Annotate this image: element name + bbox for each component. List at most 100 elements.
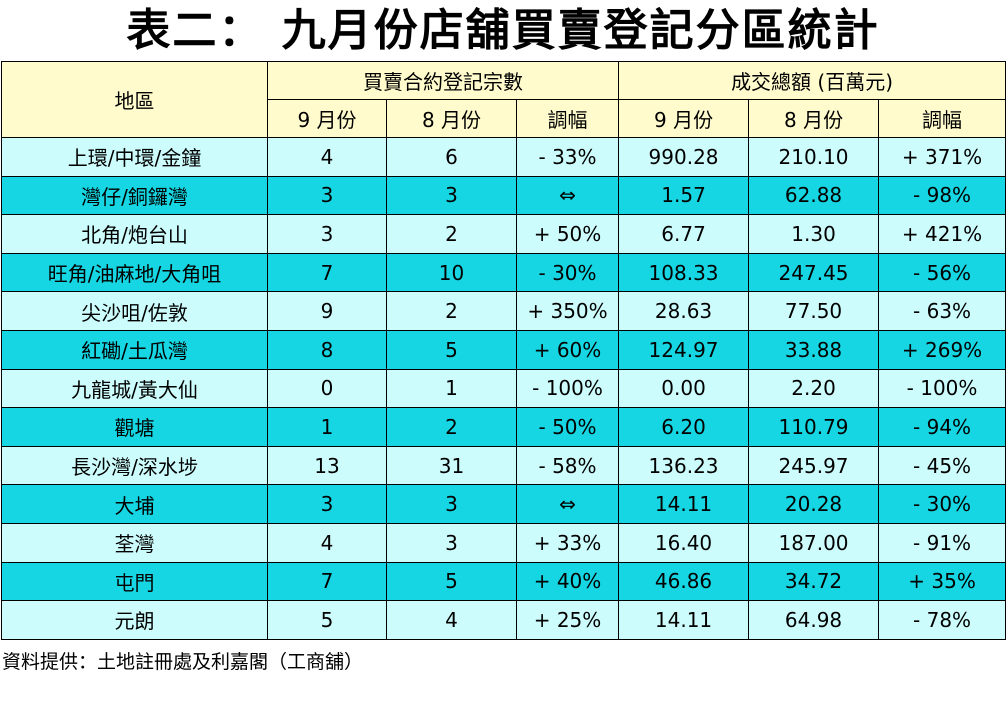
district-cell: 灣仔/銅鑼灣 [1, 175, 268, 216]
count-sep-cell: 7 [267, 252, 387, 293]
value-change-cell: - 56% [878, 252, 1006, 293]
value-aug-cell: 2.20 [748, 368, 880, 409]
count-aug-cell: 4 [386, 600, 517, 640]
count-change-cell: + 50% [515, 214, 620, 254]
count-aug-cell: 1 [386, 368, 517, 409]
value-sep-cell: 0.00 [618, 368, 750, 409]
header-value-change: 調幅 [878, 99, 1006, 138]
value-aug-cell: 245.97 [748, 445, 880, 486]
value-change-cell: - 78% [878, 600, 1006, 640]
value-sep-cell: 108.33 [618, 252, 750, 293]
count-sep-cell: 3 [267, 214, 387, 254]
header-count-aug: 8 月份 [386, 99, 517, 138]
value-change-cell: + 35% [878, 561, 1006, 602]
count-sep-cell: 0 [267, 368, 387, 409]
count-sep-cell: 3 [267, 484, 387, 524]
table-header: 地區 買賣合約登記宗數 成交總額 (百萬元) 9 月份 8 月份 調幅 9 月份… [1, 61, 1006, 138]
district-cell: 長沙灣/深水埗 [1, 445, 268, 486]
value-sep-cell: 16.40 [618, 522, 750, 563]
value-sep-cell: 46.86 [618, 561, 750, 602]
value-change-cell: - 100% [878, 368, 1006, 409]
header-count-change: 調幅 [515, 99, 620, 138]
page-title: 表二： 九月份店舖買賣登記分區統計 [126, 5, 880, 56]
value-aug-cell: 187.00 [748, 522, 880, 563]
table-row: 灣仔/銅鑼灣 3 3 ⇔ 1.57 62.88- 98% [1, 175, 1006, 216]
value-aug-cell: 62.88 [748, 175, 880, 216]
count-change-cell: + 40% [515, 561, 620, 602]
count-change-cell: ⇔ [515, 484, 620, 524]
value-aug-cell: 210.10 [748, 137, 880, 177]
count-change-cell: + 350% [515, 291, 620, 331]
table-row: 荃灣 4 3 + 33% 16.40 187.00- 91% [1, 522, 1006, 563]
table-row: 觀塘 1 2- 50% 6.20 110.79- 94% [1, 407, 1006, 447]
count-aug-cell: 2 [386, 407, 517, 447]
value-change-cell: + 269% [878, 329, 1006, 370]
count-sep-cell: 13 [267, 445, 387, 486]
value-aug-cell: 34.72 [748, 561, 880, 602]
table-row: 大埔 3 3 ⇔ 14.11 20.28- 30% [1, 484, 1006, 524]
value-change-cell: - 98% [878, 175, 1006, 216]
count-change-cell: - 30% [515, 252, 620, 293]
count-aug-cell: 5 [386, 561, 517, 602]
count-change-cell: - 33% [515, 137, 620, 177]
count-sep-cell: 7 [267, 561, 387, 602]
district-cell: 觀塘 [1, 407, 268, 447]
district-cell: 元朗 [1, 600, 268, 640]
count-sep-cell: 9 [267, 291, 387, 331]
count-change-cell: + 60% [515, 329, 620, 370]
value-change-cell: - 45% [878, 445, 1006, 486]
table-body: 上環/中環/金鐘 4 6- 33% 990.28 210.10 + 371% 灣仔/銅鑼灣 3… [1, 137, 1006, 640]
table-row: 九龍城/黃大仙 0 1- 100% 0.00 2.20- 100% [1, 368, 1006, 409]
count-change-cell: - 50% [515, 407, 620, 447]
value-sep-cell: 6.77 [618, 214, 750, 254]
table-row: 屯門 7 5 + 40% 46.86 34.72 + 35% [1, 561, 1006, 602]
count-aug-cell: 3 [386, 522, 517, 563]
district-cell: 尖沙咀/佐敦 [1, 291, 268, 331]
header-transaction-value: 成交總額 (百萬元) [618, 61, 1006, 100]
table-row: 長沙灣/深水埗 13 31- 58% 136.23 245.97- 45% [1, 445, 1006, 486]
count-sep-cell: 4 [267, 522, 387, 563]
table-row: 紅磡/土瓜灣 8 5 + 60% 124.97 33.88 + 269% [1, 329, 1006, 370]
count-sep-cell: 5 [267, 600, 387, 640]
value-aug-cell: 20.28 [748, 484, 880, 524]
table-row: 北角/炮台山 3 2 + 50% 6.77 1.30 + 421% [1, 214, 1006, 254]
count-aug-cell: 3 [386, 484, 517, 524]
count-change-cell: - 58% [515, 445, 620, 486]
value-sep-cell: 136.23 [618, 445, 750, 486]
value-sep-cell: 990.28 [618, 137, 750, 177]
count-aug-cell: 10 [386, 252, 517, 293]
value-aug-cell: 247.45 [748, 252, 880, 293]
district-cell: 大埔 [1, 484, 268, 524]
value-change-cell: - 94% [878, 407, 1006, 447]
count-aug-cell: 5 [386, 329, 517, 370]
count-sep-cell: 3 [267, 175, 387, 216]
value-sep-cell: 14.11 [618, 484, 750, 524]
count-sep-cell: 1 [267, 407, 387, 447]
value-change-cell: + 371% [878, 137, 1006, 177]
district-cell: 上環/中環/金鐘 [1, 137, 268, 177]
source-note: 資料提供：土地註冊處及利嘉閣（工商舖） [2, 651, 364, 673]
header-value-aug: 8 月份 [748, 99, 880, 138]
value-sep-cell: 6.20 [618, 407, 750, 447]
value-change-cell: + 421% [878, 214, 1006, 254]
value-aug-cell: 110.79 [748, 407, 880, 447]
header-contract-count: 買賣合約登記宗數 [266, 61, 620, 100]
district-cell: 紅磡/土瓜灣 [1, 329, 268, 370]
table-row: 元朗 5 4 + 25% 14.11 64.98- 78% [1, 600, 1006, 640]
header-count-sep: 9 月份 [267, 99, 387, 138]
value-sep-cell: 28.63 [618, 291, 750, 331]
value-change-cell: - 91% [878, 522, 1006, 563]
value-aug-cell: 77.50 [748, 291, 880, 331]
table-row: 尖沙咀/佐敦 9 2 + 350% 28.63 77.50- 63% [1, 291, 1006, 331]
value-sep-cell: 124.97 [618, 329, 750, 370]
value-aug-cell: 64.98 [748, 600, 880, 640]
value-sep-cell: 1.57 [618, 175, 750, 216]
district-cell: 荃灣 [1, 522, 268, 563]
count-change-cell: ⇔ [515, 175, 620, 216]
value-change-cell: - 30% [878, 484, 1006, 524]
district-cell: 旺角/油麻地/大角咀 [1, 252, 268, 293]
district-cell: 九龍城/黃大仙 [1, 368, 268, 409]
value-change-cell: - 63% [878, 291, 1006, 331]
district-cell: 屯門 [1, 561, 268, 602]
table-row: 旺角/油麻地/大角咀 7 10- 30% 108.33 247.45- 56% [1, 252, 1006, 293]
